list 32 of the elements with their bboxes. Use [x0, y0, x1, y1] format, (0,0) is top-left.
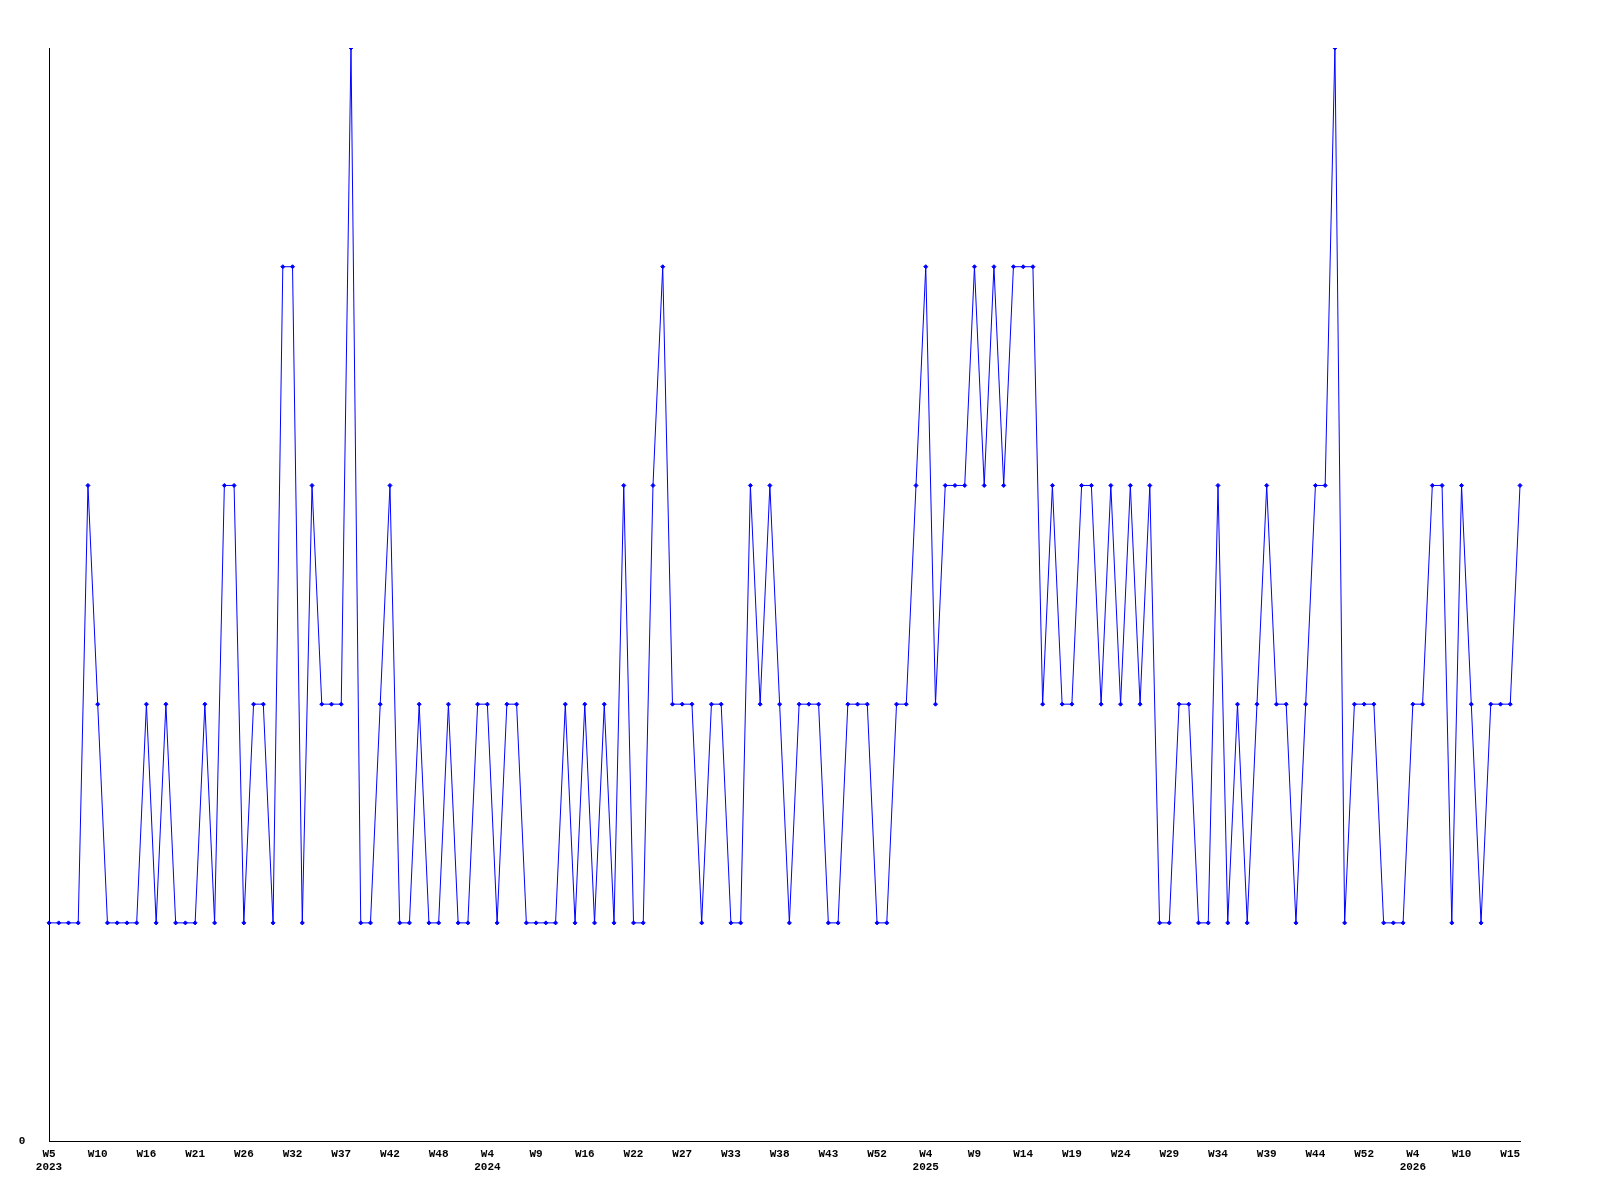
x-tick-label: W19 — [1061, 1147, 1082, 1160]
x-tick-label: W16 — [136, 1147, 157, 1160]
x-tick-label: W52 — [1354, 1147, 1375, 1160]
x-tick-label: W32 — [282, 1147, 303, 1160]
x-tick-label: W27 — [672, 1147, 693, 1160]
x-tick-label: W33 — [721, 1147, 742, 1160]
x-tick-label: W48 — [428, 1147, 449, 1160]
x-tick-label: W10 — [1451, 1147, 1472, 1160]
x-tick-label: W16 — [574, 1147, 595, 1160]
x-tick-label: W10 — [87, 1147, 108, 1160]
x-tick-label: W43 — [818, 1147, 839, 1160]
x-tick-label: W21 — [185, 1147, 206, 1160]
text: 0 — [18, 1135, 26, 1148]
x-tick-label: W5 2023 — [35, 1147, 63, 1174]
x-tick-label: W44 — [1305, 1147, 1326, 1160]
x-tick-label: W4 2024 — [474, 1147, 501, 1174]
x-tick-label: W34 — [1208, 1147, 1229, 1160]
x-tick-label: W9 — [529, 1147, 543, 1160]
x-tick-label: W15 — [1500, 1147, 1521, 1160]
x-tick-label: W4 2025 — [912, 1147, 940, 1174]
x-tick-label: W52 — [867, 1147, 887, 1160]
x-tick-label: W14 — [1013, 1147, 1034, 1160]
x-tick-label: W37 — [331, 1147, 352, 1160]
x-tick-label: W38 — [769, 1147, 790, 1160]
x-tick-label: W39 — [1256, 1147, 1277, 1160]
x-tick-label: W24 — [1110, 1147, 1131, 1160]
x-tick-label: W9 — [967, 1147, 982, 1160]
x-tick-label: W42 — [380, 1147, 400, 1160]
x-tick-label: W29 — [1159, 1147, 1180, 1160]
x-tick-label: W22 — [623, 1147, 644, 1160]
x-tick-label: W26 — [233, 1147, 254, 1160]
x-tick-label: W4 2026 — [1399, 1147, 1427, 1174]
